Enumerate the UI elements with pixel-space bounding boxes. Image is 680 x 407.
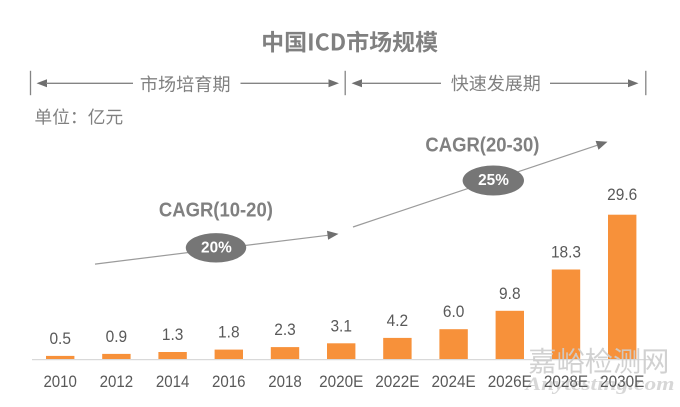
svg-text:1.8: 1.8 <box>218 324 240 342</box>
svg-text:2024E: 2024E <box>432 373 476 391</box>
svg-text:2028E: 2028E <box>544 373 588 391</box>
svg-text:29.6: 29.6 <box>607 186 637 204</box>
svg-text:2012: 2012 <box>100 373 134 391</box>
svg-text:0.5: 0.5 <box>49 330 71 348</box>
svg-text:CAGR(10-20): CAGR(10-20) <box>159 199 273 221</box>
svg-text:20%: 20% <box>201 239 232 256</box>
svg-text:4.2: 4.2 <box>387 312 409 330</box>
svg-text:CAGR(20-30): CAGR(20-30) <box>425 134 539 156</box>
svg-text:18.3: 18.3 <box>551 244 581 262</box>
svg-text:6.0: 6.0 <box>443 303 465 321</box>
svg-text:2020E: 2020E <box>319 373 363 391</box>
svg-text:0.9: 0.9 <box>106 328 128 346</box>
svg-text:3.1: 3.1 <box>330 317 352 335</box>
svg-text:2018: 2018 <box>268 373 302 391</box>
svg-text:2016: 2016 <box>212 373 246 391</box>
svg-text:Anytesting.com: Anytesting.com <box>524 374 674 395</box>
svg-text:2.3: 2.3 <box>274 321 296 339</box>
svg-text:25%: 25% <box>478 172 509 189</box>
svg-text:2030E: 2030E <box>600 373 644 391</box>
svg-text:2022E: 2022E <box>375 373 419 391</box>
svg-text:2026E: 2026E <box>488 373 532 391</box>
svg-text:2010: 2010 <box>43 373 77 391</box>
svg-text:2014: 2014 <box>156 373 190 391</box>
svg-text:9.8: 9.8 <box>499 285 521 303</box>
svg-text:1.3: 1.3 <box>162 326 184 344</box>
